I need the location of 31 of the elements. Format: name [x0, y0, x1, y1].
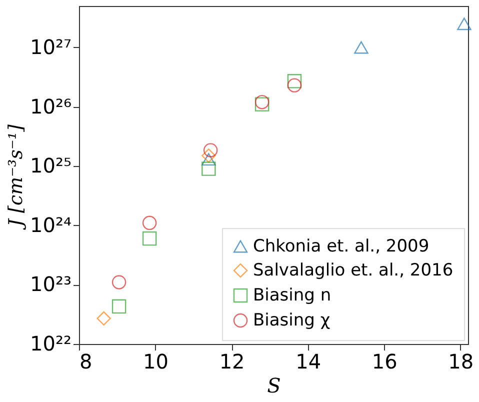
point: [112, 299, 126, 314]
x-tick-label: 12: [219, 350, 245, 374]
x-tick-label: 18: [448, 350, 474, 374]
y-tick-label: 10²⁴: [30, 212, 72, 237]
point: [287, 78, 302, 92]
y-tick-label: 10²⁶: [30, 94, 72, 118]
y-tick-label: 10²³: [30, 272, 72, 296]
point: [142, 216, 157, 230]
point: [202, 153, 216, 166]
point: [96, 311, 111, 326]
point: [112, 275, 126, 290]
x-tick-label: 16: [372, 350, 398, 374]
y-tick-label: 10²⁷: [30, 34, 72, 59]
x-axis-title: S: [267, 374, 281, 398]
legend-label: Biasing n: [253, 286, 332, 306]
legend-label: Salvalaglio et. al., 2016: [253, 260, 454, 280]
point: [287, 74, 302, 88]
point: [142, 231, 157, 246]
x-tick-label: 8: [80, 350, 92, 374]
y-axis-title: J [cm⁻³s⁻¹]: [5, 124, 28, 231]
y-tick-label: 10²²: [30, 332, 72, 356]
point: [457, 18, 472, 30]
legend-label: Biasing χ: [253, 310, 330, 330]
point: [354, 41, 368, 54]
x-tick-label: 10: [143, 350, 168, 374]
point: [203, 143, 218, 158]
x-tick-label: 14: [296, 350, 322, 374]
point: [202, 162, 216, 176]
point: [202, 148, 216, 163]
legend-label: Chkonia et. al., 2009: [253, 236, 430, 256]
y-tick-label: 10²⁵: [30, 154, 72, 178]
